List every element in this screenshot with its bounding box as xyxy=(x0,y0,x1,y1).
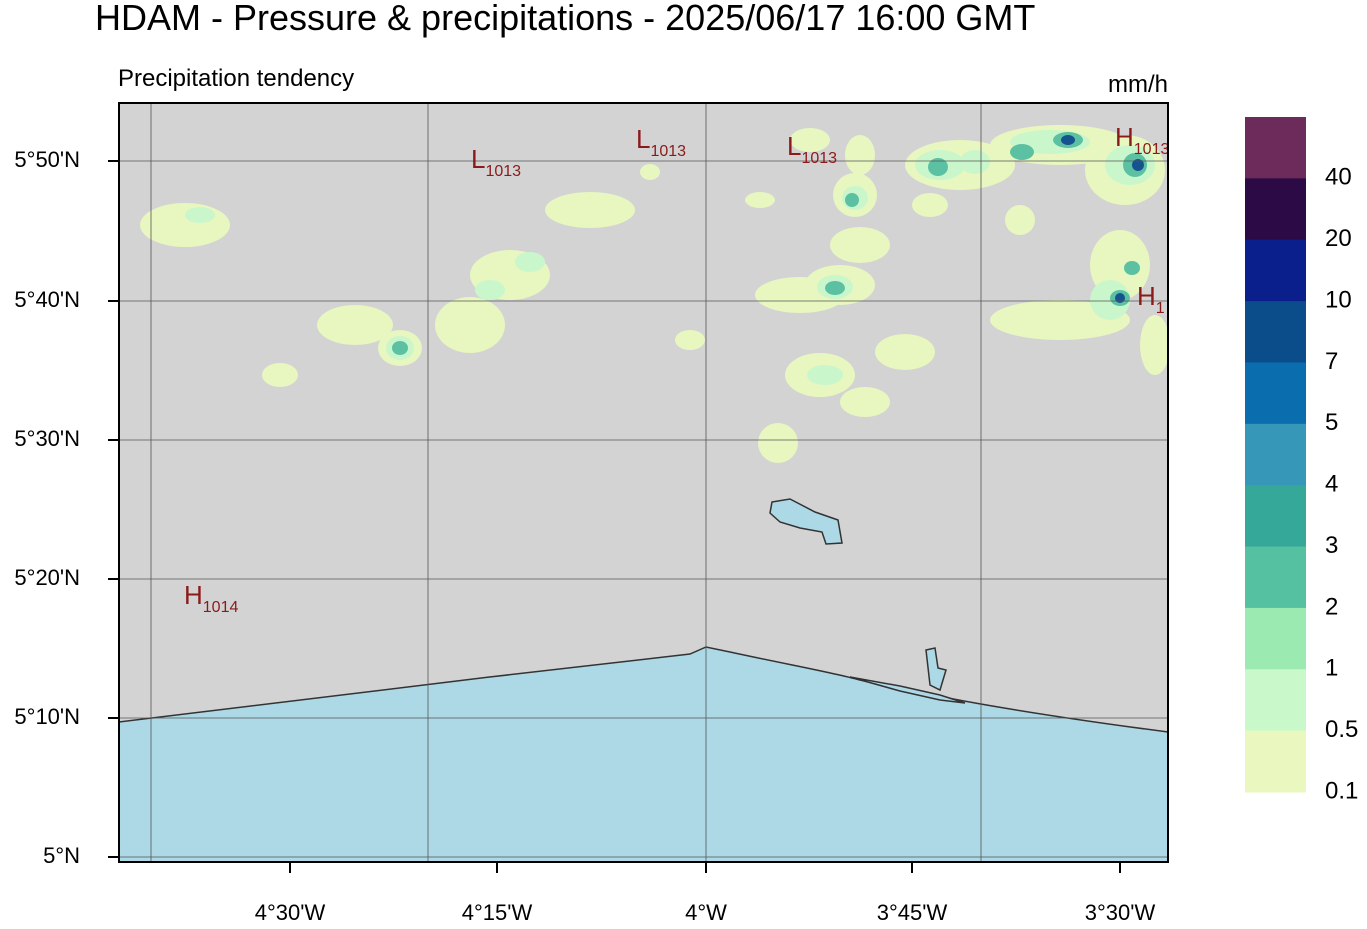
lon-label: 4°30'W xyxy=(255,900,326,924)
pressure-center: L1013 xyxy=(636,124,686,160)
lat-label: 5°10'N xyxy=(14,704,80,729)
subtitle: Precipitation tendency xyxy=(118,65,354,92)
pressure-letter: H xyxy=(1137,281,1156,311)
graticule xyxy=(119,103,1168,862)
legend-swatch xyxy=(1245,546,1306,609)
legend-swatch xyxy=(1245,239,1306,302)
lagoon xyxy=(769,498,843,545)
lat-label: 5°20'N xyxy=(14,565,80,590)
plot-frame xyxy=(118,102,1169,863)
legend-label: 7 xyxy=(1325,348,1338,375)
legend-label: 10 xyxy=(1325,286,1352,313)
pressure-value: 1013 xyxy=(801,150,837,167)
unit: mm/h xyxy=(1108,71,1168,98)
precipitation xyxy=(140,125,1168,463)
legend: 40 20 10 7 5 4 3 2 1 0.5 0.1 xyxy=(1245,117,1358,804)
pressure-center: H1014 xyxy=(184,580,238,616)
legend-label: 2 xyxy=(1325,593,1338,620)
pressure-letter: H xyxy=(1115,122,1134,152)
title: HDAM - Pressure & precipitations - 2025/… xyxy=(95,0,1035,38)
pressure-letter: L xyxy=(787,131,801,161)
pressure-value: 1013 xyxy=(485,163,521,180)
pressure-value: 1014 xyxy=(203,599,239,616)
legend-label: 0.1 xyxy=(1325,777,1358,804)
lat-label: 5°N xyxy=(43,843,80,868)
lon-label: 3°30'W xyxy=(1085,900,1156,924)
legend-swatch xyxy=(1245,669,1306,732)
pressure-letter: L xyxy=(471,144,485,174)
lon-label: 4°15'W xyxy=(462,900,533,924)
axes: 5°50'N 5°40'N 5°30'N 5°20'N 5°10'N 5°N 4°30'W 4… xyxy=(14,147,1156,925)
pressure-center: H1013 xyxy=(1115,122,1169,158)
pressure-value: 1 xyxy=(1156,300,1165,317)
lon-label: 3°45'W xyxy=(877,900,948,924)
pressure-letter: H xyxy=(184,580,203,610)
pressure-value: 1013 xyxy=(650,143,686,160)
legend-swatch xyxy=(1245,178,1306,241)
lagoon xyxy=(849,647,966,704)
sea xyxy=(119,646,1168,862)
legend-label: 5 xyxy=(1325,409,1338,436)
legend-swatch xyxy=(1245,730,1306,793)
legend-label: 1 xyxy=(1325,655,1338,682)
legend-swatch xyxy=(1245,607,1306,670)
pressure-center: L1013 xyxy=(787,131,837,167)
lat-label: 5°40'N xyxy=(14,287,80,312)
legend-label: 20 xyxy=(1325,225,1352,252)
legend-swatch xyxy=(1245,423,1306,486)
legend-swatch xyxy=(1245,485,1306,548)
pressure-value: 1013 xyxy=(1134,141,1170,158)
legend-swatch xyxy=(1245,117,1306,179)
lon-label: 4°W xyxy=(685,900,727,924)
legend-swatch xyxy=(1245,301,1306,363)
lat-label: 5°50'N xyxy=(14,147,80,172)
pressure-letter: L xyxy=(636,124,650,154)
legend-label: 0.5 xyxy=(1325,716,1358,743)
pressure-center: H1 xyxy=(1137,281,1165,317)
legend-label: 4 xyxy=(1325,471,1338,498)
lat-label: 5°30'N xyxy=(14,426,80,451)
legend-label: 3 xyxy=(1325,532,1338,559)
pressure-center: L1013 xyxy=(471,144,521,180)
legend-swatch xyxy=(1245,362,1306,425)
legend-label: 40 xyxy=(1325,164,1352,191)
